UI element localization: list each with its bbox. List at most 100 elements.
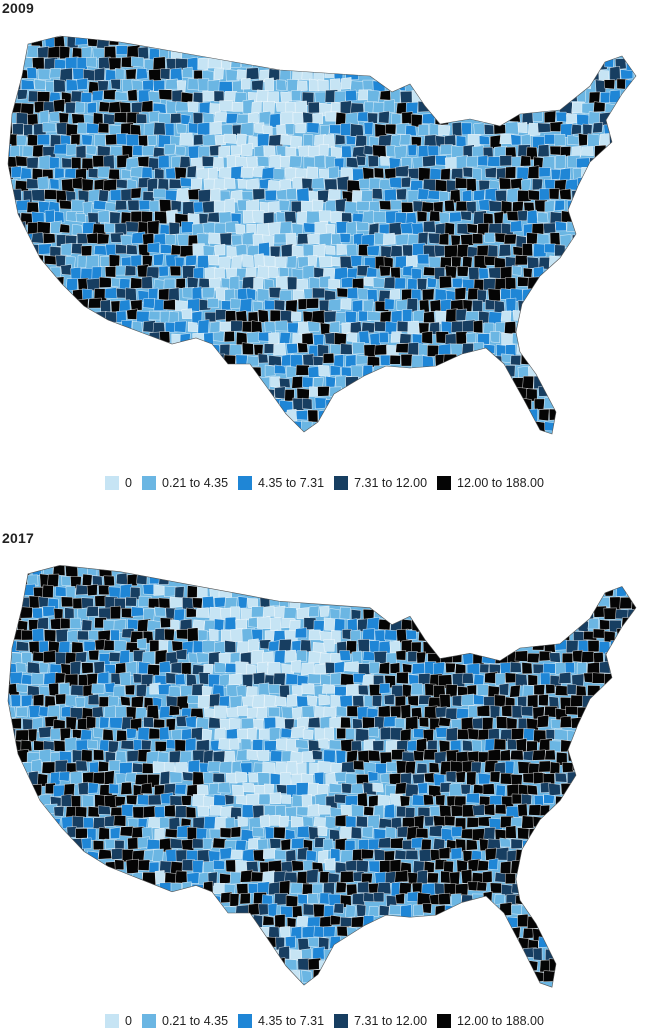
county-cell: [181, 221, 194, 234]
county-cell: [517, 190, 532, 203]
county-cell: [487, 749, 502, 762]
county-cell: [314, 397, 327, 410]
county-cell: [257, 750, 270, 761]
county-cell: [379, 265, 391, 277]
legend-item: 12.00 to 188.00: [437, 1014, 544, 1028]
county-cell: [237, 816, 248, 827]
county-cell: [252, 694, 265, 708]
county-cell: [185, 806, 197, 819]
county-cell: [114, 91, 128, 101]
county-cell: [631, 596, 636, 611]
county-cell: [176, 80, 187, 93]
county-cell: [504, 277, 517, 291]
county-cell: [404, 761, 416, 775]
county-cell: [196, 716, 210, 730]
county-cell: [339, 232, 351, 244]
county-cell: [15, 729, 29, 742]
county-cell: [522, 928, 535, 939]
county-cell: [466, 817, 479, 828]
us-outline: [7, 35, 637, 435]
county-cell: [86, 606, 99, 617]
county-cell: [164, 828, 179, 839]
county-cell: [341, 761, 356, 773]
county-cell: [130, 166, 144, 178]
county-cell: [274, 364, 287, 375]
county-cell: [483, 212, 494, 225]
county-cell: [240, 166, 254, 178]
county-cell: [93, 200, 108, 211]
county-cell: [390, 705, 402, 719]
county-cell: [499, 837, 511, 848]
county-cell: [241, 254, 254, 267]
county-cell: [218, 695, 230, 707]
county-cell: [314, 663, 329, 675]
legend-label: 4.35 to 7.31: [258, 476, 325, 490]
county-cell: [115, 244, 127, 255]
county-cell: [467, 750, 480, 763]
county-cell: [202, 596, 215, 609]
county-cell: [510, 838, 523, 850]
county-cell: [352, 718, 363, 729]
county-cell: [114, 68, 125, 81]
county-cell: [21, 233, 34, 246]
county-cell: [269, 791, 282, 805]
county-cell: [538, 167, 551, 178]
county-cell: [263, 255, 276, 268]
county-cell: [296, 187, 310, 202]
county-cell: [158, 639, 169, 653]
county-cell: [268, 814, 282, 826]
county-cell: [98, 607, 112, 620]
county-cell: [295, 410, 308, 421]
county-cell: [538, 188, 552, 201]
county-cell: [262, 915, 275, 926]
county-cell: [41, 761, 56, 775]
county-cell: [218, 584, 233, 598]
county-cell: [548, 255, 562, 268]
county-cell: [545, 683, 556, 694]
county-cell: [231, 784, 245, 797]
county-cell: [240, 56, 253, 68]
county-cell: [413, 904, 424, 917]
county-cell: [274, 299, 286, 311]
county-cell: [113, 815, 127, 827]
county-cell: [367, 112, 378, 124]
county-cell: [526, 209, 538, 224]
county-cell: [269, 154, 282, 170]
county-cell: [312, 199, 324, 212]
county-cell: [362, 826, 374, 838]
county-cell: [549, 652, 561, 663]
county-cell: [103, 178, 118, 192]
county-cell: [526, 256, 540, 269]
county-cell: [257, 265, 270, 280]
county-cell: [126, 574, 138, 587]
county-cell: [537, 122, 552, 133]
county-cell: [366, 267, 378, 278]
county-cell: [418, 848, 432, 862]
county-cell: [186, 165, 197, 178]
county-cell: [361, 322, 376, 334]
county-cell: [53, 143, 68, 155]
county-cell: [126, 111, 140, 124]
county-cell: [192, 597, 203, 609]
county-cell: [54, 759, 68, 774]
county-cell: [396, 671, 409, 685]
county-cell: [522, 840, 535, 854]
county-cell: [207, 255, 220, 266]
county-cell: [81, 662, 94, 674]
county-cell: [192, 640, 205, 654]
county-cell: [88, 168, 100, 179]
county-cell: [498, 244, 512, 257]
county-cell: [340, 343, 353, 355]
county-cell: [83, 640, 96, 652]
county-cell: [264, 77, 274, 92]
county-cell: [186, 827, 198, 840]
county-cell: [103, 639, 115, 651]
county-cell: [420, 838, 432, 851]
county-cell: [108, 695, 120, 708]
county-cell: [621, 617, 635, 631]
county-cell: [170, 67, 183, 81]
county-cell: [460, 869, 473, 884]
county-cell: [526, 232, 539, 245]
county-cell: [512, 310, 525, 321]
county-cell: [86, 56, 97, 68]
